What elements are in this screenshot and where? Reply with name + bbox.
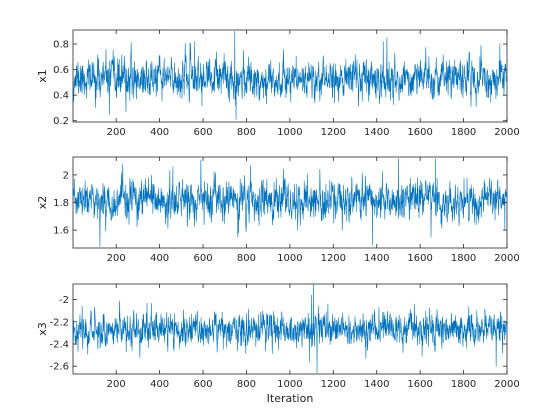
x-tick-label: 1800 (451, 253, 476, 264)
x-axis-label: Iteration (267, 392, 314, 405)
x-tick-label: 1800 (451, 379, 476, 390)
x-tick-label: 600 (194, 379, 213, 390)
x-tick-label: 200 (107, 127, 126, 138)
y-tick-label: -2.4 (49, 340, 69, 351)
y-axis-label: x1 (36, 69, 49, 83)
trace-panel-x2: 200 400 600 800 1000 1200 1400 1600 1800 2000 1.6 1… (36, 156, 520, 264)
y-tick-label: 1.8 (53, 198, 69, 209)
y-tick-label: -2.6 (49, 362, 69, 373)
x-tick-label: 2000 (494, 253, 519, 264)
trace-line-x3 (73, 284, 507, 374)
x-tick-label: 200 (107, 253, 126, 264)
trace-line-x2 (73, 158, 507, 247)
x-tick-label: 400 (150, 253, 169, 264)
x-tick-label: 800 (237, 253, 256, 264)
y-tick-label: -2.2 (49, 317, 69, 328)
x-tick-label: 1400 (364, 379, 389, 390)
axes-box (72, 29, 508, 123)
x-tick-label: 1000 (277, 379, 302, 390)
x-tick-label: 1000 (277, 127, 302, 138)
y-tick-label: 0.6 (53, 65, 69, 76)
x-tick-label: 800 (237, 127, 256, 138)
x-tick-label: 1200 (321, 379, 346, 390)
x-tick-label: 400 (150, 127, 169, 138)
x-tick-label: 1600 (407, 379, 432, 390)
x-tick-label: 1200 (321, 127, 346, 138)
x-tick-label: 2000 (494, 127, 519, 138)
trace-panel-x1: 200 400 600 800 1000 1200 1400 1600 1800 2000 0.2 0… (36, 29, 520, 138)
x-tick-label: 600 (194, 253, 213, 264)
x-tick-label: 800 (237, 379, 256, 390)
x-tick-label: 1200 (321, 253, 346, 264)
trace-panel-x3: 200 400 600 800 1000 1200 1400 1600 1800 2000 -2.6… (36, 283, 520, 405)
x-tick-label: 200 (107, 379, 126, 390)
y-tick-label: 0.8 (53, 40, 69, 51)
y-tick-label: 0.2 (53, 116, 69, 127)
y-axis-label: x3 (36, 322, 49, 336)
y-tick-label: 2 (63, 170, 69, 181)
y-tick-label: 0.4 (53, 91, 69, 102)
x-tick-label: 1000 (277, 253, 302, 264)
trace-line-x1 (73, 30, 507, 120)
x-tick-label: 1400 (364, 127, 389, 138)
x-tick-label: 600 (194, 127, 213, 138)
x-tick-label: 2000 (494, 379, 519, 390)
x-tick-label: 1600 (407, 127, 432, 138)
x-tick-label: 400 (150, 379, 169, 390)
y-axis-label: x2 (36, 196, 49, 210)
x-tick-label: 1600 (407, 253, 432, 264)
y-tick-label: -2 (59, 295, 69, 306)
x-tick-label: 1400 (364, 253, 389, 264)
x-tick-label: 1800 (451, 127, 476, 138)
y-tick-label: 1.6 (53, 226, 69, 237)
